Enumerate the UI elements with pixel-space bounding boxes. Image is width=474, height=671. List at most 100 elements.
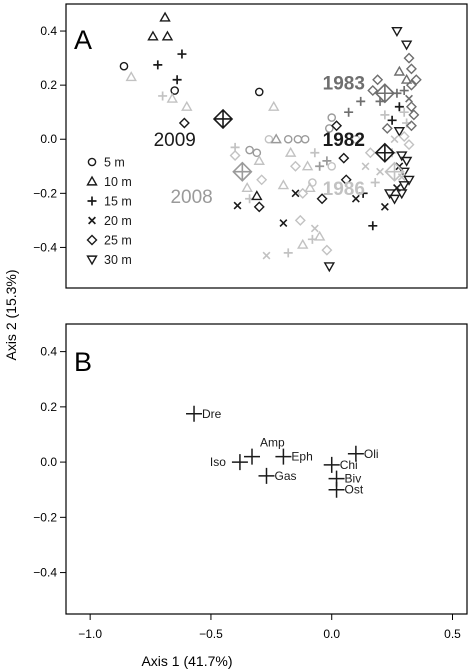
panel-a-point-triangle-up: [181, 100, 193, 111]
panel-a-point-triangle-down: [403, 175, 415, 186]
panel-a-point-diamond: [338, 152, 350, 164]
panel-a-point-triangle-up: [284, 146, 297, 157]
panel-a-y-tick-label: 0.0: [40, 132, 57, 146]
panel-a-point-plus: [394, 102, 404, 112]
panel-a-point-cross: [310, 224, 319, 233]
x-tick-label: 0.5: [444, 627, 461, 641]
panel-a-point-triangle-up: [270, 133, 282, 144]
panel-b-point-marker: [258, 467, 275, 484]
panel-a-legend: 5 m 10 m 15 m 20 m 25 m 30 m: [86, 156, 132, 267]
panel-a-point-cross: [233, 201, 242, 210]
legend-marker-triangle-down: [86, 255, 98, 266]
legend-marker-triangle-up: [86, 175, 98, 186]
panel-a-point-plus: [322, 156, 332, 166]
legend-marker-diamond: [86, 234, 98, 246]
panel-a-point-diamond: [331, 120, 343, 132]
panel-a-point-plus: [283, 248, 293, 258]
panel-b-point-label: Chi: [340, 458, 358, 472]
panel-a-point-diamond: [372, 74, 384, 86]
panel-a-point-triangle-up: [393, 65, 406, 76]
panel-a-point-diamond: [178, 117, 190, 129]
legend-label: 25 m: [104, 234, 132, 248]
panel-a-point-cross: [351, 194, 360, 203]
panel-a-point-circle: [264, 134, 274, 144]
panel-a-point-plus: [230, 142, 240, 152]
panel-a-point-triangle-down: [398, 181, 410, 192]
panel-a-point-circle: [300, 134, 310, 144]
panel-b-frame: [65, 323, 468, 615]
panel-a-point-plus: [344, 107, 354, 117]
panel-b-point-label: Ost: [345, 483, 364, 497]
panel-a-y-tick-label: 0.4: [40, 24, 57, 38]
panel-a-point-plus: [310, 148, 320, 158]
panel-a-point-cross: [376, 167, 384, 176]
x-tick-label: −0.5: [199, 627, 223, 641]
panel-b-point-marker: [328, 481, 345, 498]
panel-a-year-label: 1982: [323, 130, 365, 151]
panel-b-point-label: Iso: [210, 455, 226, 469]
panel-b-point-label: Biv: [345, 472, 362, 486]
panel-a-point-diamond: [410, 74, 422, 86]
panel-a-point-triangle-down: [391, 26, 403, 37]
panel-a-year-labels: 1983 2009 1982 2008 1986: [154, 73, 365, 208]
panel-a-point-circle: [293, 134, 303, 144]
panel-b-y-tick-label: 0.4: [40, 345, 57, 359]
legend-label: 15 m: [104, 195, 132, 209]
panel-a-point-triangle-up: [297, 238, 309, 249]
legend-label: 5 m: [104, 156, 125, 170]
panel-a-point-plus: [399, 86, 409, 96]
panel-a-point-triangle-down: [388, 194, 401, 205]
panel-a-point-triangle-up: [304, 182, 316, 192]
panel-a-point-triangle-up: [147, 30, 159, 41]
panel-b-y-tick-label: 0.2: [40, 400, 57, 414]
panel-a-point-circle: [283, 134, 293, 144]
panel-a-point-plus: [356, 96, 366, 106]
panel-a-year-label: 2009: [154, 130, 196, 151]
panel-a-point-cross: [380, 202, 389, 211]
panel-b-point-label: Amp: [260, 436, 285, 450]
panel-a-point-diamond: [364, 147, 376, 159]
panel-a-point-triangle-up: [301, 160, 314, 171]
panel-a-point-cross: [361, 162, 370, 171]
panel-b-point-marker: [244, 448, 261, 465]
panel-a-point-circle: [327, 113, 337, 122]
panel-a-y-tick-label: −0.4: [33, 240, 57, 254]
panel-a-point-diamond: [229, 149, 241, 161]
panel-a-label: A: [74, 25, 92, 55]
panel-b-point-label: Oli: [364, 447, 379, 461]
x-tick-label: 0.0: [323, 627, 340, 641]
panel-a-point-triangle-up: [251, 190, 263, 201]
panel-a-point-plus: [315, 161, 325, 171]
panel-a-point-diamond: [405, 120, 417, 132]
panel-a-point-triangle-up: [125, 71, 137, 82]
panel-a-point-circle: [119, 61, 129, 71]
panel-a-point-triangle-down: [393, 127, 406, 138]
panel-a-point-triangle-down: [396, 189, 408, 200]
panel-a-point-diamond: [367, 85, 379, 97]
panel-a-point-diamond: [297, 187, 309, 199]
legend-label: 30 m: [104, 253, 132, 267]
panel-a-point-cross: [279, 219, 288, 228]
panel-a-point-triangle-down: [400, 40, 413, 51]
panel-a-point-triangle-down: [396, 151, 408, 162]
panel-a-year-centroid: [232, 161, 253, 182]
panel-b-point-label: Dre: [202, 407, 222, 421]
panel-a-point-triangle-up: [253, 154, 265, 165]
panel-a-point-triangle-up: [313, 230, 326, 241]
panel-a-point-triangle-up: [400, 73, 413, 84]
panel-a-point-triangle-up: [159, 11, 171, 22]
panel-a-point-diamond: [316, 193, 328, 205]
panel-a-point-diamond: [403, 139, 415, 151]
panel-a-point-triangle-down: [400, 156, 413, 167]
panel-a-point-diamond: [403, 52, 415, 64]
y-axis-label: Axis 2 (15.3%): [3, 269, 19, 360]
panel-a-point-plus: [177, 49, 187, 59]
panel-a-point-triangle-up: [268, 100, 280, 111]
panel-a-point-circle: [327, 161, 337, 171]
panel-a-points: [119, 11, 422, 273]
panel-a-point-plus: [358, 188, 368, 198]
panel-b-point-label: Eph: [291, 450, 312, 464]
legend-marker-plus: [87, 196, 97, 206]
